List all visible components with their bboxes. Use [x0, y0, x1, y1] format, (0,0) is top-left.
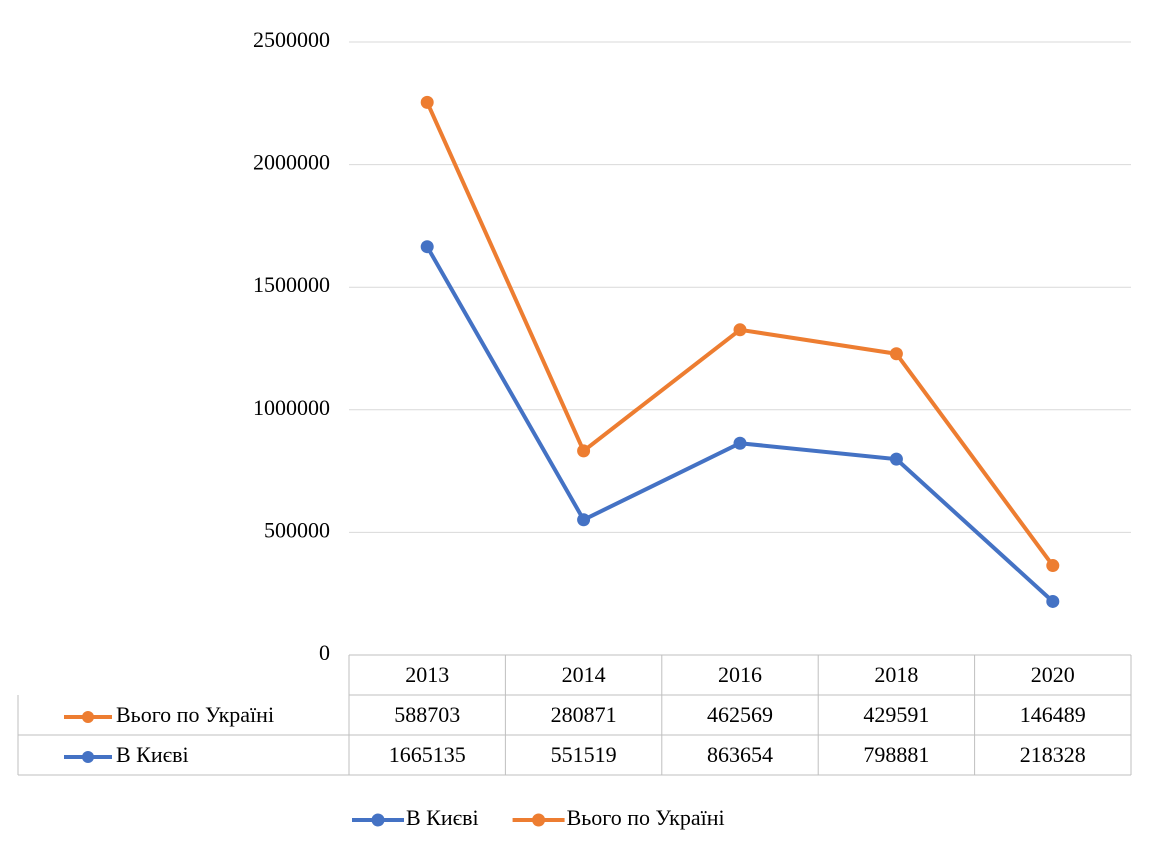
table-row-label: Вього по Україні: [116, 702, 274, 727]
table-legend-key: [82, 751, 94, 763]
point: [577, 444, 590, 457]
x-tick-label: 2020: [1031, 662, 1075, 687]
table-value: 551519: [551, 742, 617, 767]
x-tick-label: 2016: [718, 662, 762, 687]
table-value: 429591: [863, 702, 929, 727]
table-value: 863654: [707, 742, 773, 767]
x-tick-label: 2013: [405, 662, 449, 687]
table-value: 588703: [394, 702, 460, 727]
table-value: 1665135: [389, 742, 466, 767]
point: [890, 453, 903, 466]
table-value: 280871: [551, 702, 617, 727]
x-tick-label: 2018: [874, 662, 918, 687]
point: [421, 96, 434, 109]
table-value: 798881: [863, 742, 929, 767]
y-tick-label: 2000000: [253, 150, 330, 175]
y-tick-label: 500000: [264, 517, 330, 542]
legend-key: [372, 814, 385, 827]
y-tick-label: 0: [319, 640, 330, 665]
point: [1046, 595, 1059, 608]
point: [577, 513, 590, 526]
chart: 0 500000 1000000 1500000 2000000 2500000 2013 2…: [0, 0, 1149, 851]
point: [734, 437, 747, 450]
y-tick-label: 1000000: [253, 395, 330, 420]
line: [427, 247, 1053, 602]
table-value: 462569: [707, 702, 773, 727]
legend-label: В Києві: [406, 805, 479, 830]
table-row-label: В Києві: [116, 742, 189, 767]
table-legend-key: [82, 711, 94, 723]
point: [734, 323, 747, 336]
x-tick-label: 2014: [562, 662, 606, 687]
y-tick-label: 1500000: [253, 272, 330, 297]
table-value: 146489: [1020, 702, 1086, 727]
legend-label: Вього по Україні: [567, 805, 725, 830]
legend-key: [532, 814, 545, 827]
point: [890, 347, 903, 360]
point: [1046, 559, 1059, 572]
point: [421, 240, 434, 253]
y-tick-label: 2500000: [253, 27, 330, 52]
table-value: 218328: [1020, 742, 1086, 767]
